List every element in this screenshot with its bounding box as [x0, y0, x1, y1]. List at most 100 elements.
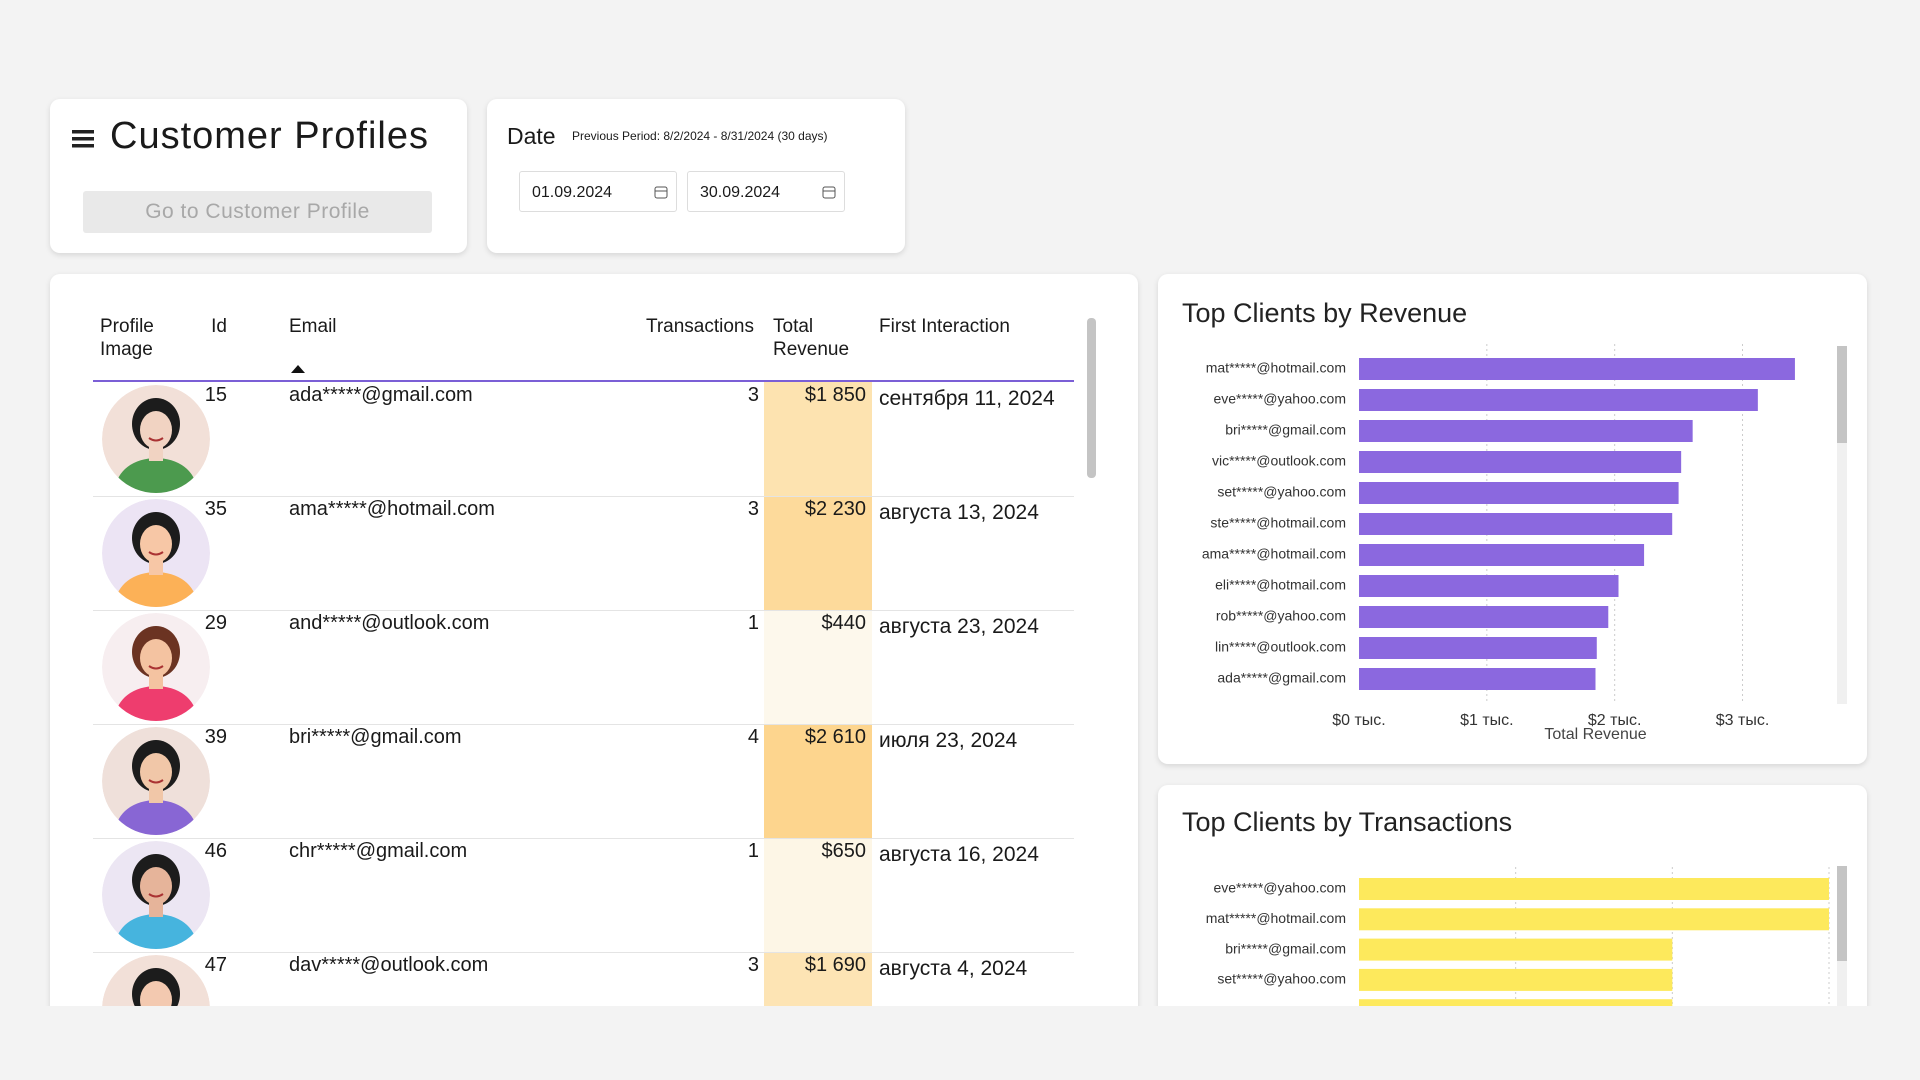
bar	[1359, 668, 1596, 690]
cell-revenue: $2 230	[804, 498, 866, 520]
avatar-image	[102, 613, 210, 721]
column-header: Total Revenue	[773, 316, 850, 360]
cell-transactions: 3	[747, 498, 759, 520]
x-tick-label: $3 тыс.	[1716, 712, 1770, 729]
revenue-cell-bg	[764, 838, 872, 952]
y-tick-label: bri*****@gmail.com	[1225, 940, 1346, 956]
x-tick-label: $0 тыс.	[1332, 712, 1386, 729]
cell-date: августа 13, 2024	[879, 501, 1039, 524]
calendar-icon[interactable]	[654, 185, 668, 199]
chart-title: Top Clients by Transactions	[1182, 807, 1512, 837]
date-card: Date Previous Period: 8/2/2024 - 8/31/20…	[487, 99, 905, 253]
avatar	[101, 384, 211, 494]
bar	[1359, 389, 1758, 411]
y-tick-label: bri*****@gmail.com	[1225, 422, 1346, 438]
cell-email: and*****@outlook.com	[289, 612, 490, 634]
cell-id: 15	[204, 384, 227, 406]
sort-arrow	[291, 365, 305, 373]
y-tick-label: mat*****@hotmail.com	[1206, 910, 1346, 926]
avatar-image	[102, 385, 210, 493]
cell-email: dav*****@outlook.com	[289, 954, 489, 976]
bar	[1359, 908, 1829, 931]
cell-email: ada*****@gmail.com	[289, 384, 473, 406]
go-button[interactable]: Go to Customer Profile	[83, 191, 432, 233]
page-title: Customer Profiles	[110, 115, 429, 157]
column-header: Profile Image	[100, 316, 154, 360]
x-tick-label: $1 тыс.	[1460, 712, 1514, 729]
x-tick-label: $2 тыс.	[1588, 712, 1642, 729]
cell-revenue: $1 690	[804, 954, 866, 976]
y-tick-label: ama*****@hotmail.com	[1202, 546, 1346, 562]
bar	[1359, 968, 1673, 991]
cell-id: 46	[204, 840, 227, 862]
bar	[1359, 606, 1609, 628]
bar	[1359, 544, 1645, 566]
bar	[1359, 999, 1673, 1006]
avatar	[101, 498, 211, 608]
cell-date: сентября 11, 2024	[879, 387, 1055, 410]
previous-period: Previous Period: 8/2/2024 - 8/31/2024 (3…	[572, 129, 828, 143]
avatar-image	[102, 841, 210, 949]
y-tick-label: eve*****@yahoo.com	[1213, 880, 1346, 896]
menu-icon[interactable]	[72, 128, 96, 150]
cell-id: 29	[204, 612, 227, 634]
avatar	[101, 612, 211, 722]
calendar-icon[interactable]	[822, 185, 836, 199]
cell-date: августа 23, 2024	[879, 615, 1039, 638]
transactions-card: Top Clients by Transactions eve*****@yaho…	[1158, 785, 1867, 1006]
y-tick-label: eve*****@yahoo.com	[1213, 391, 1346, 407]
bar	[1359, 420, 1693, 442]
transactions-chart: Top Clients by Transactions eve*****@yaho…	[1182, 807, 1847, 1006]
scrollbar-thumb[interactable]	[1837, 346, 1847, 443]
y-tick-label: ada*****@gmail.com	[1217, 670, 1346, 686]
revenue-cell-bg	[764, 610, 872, 724]
end-date[interactable]: 30.09.2024	[687, 171, 845, 212]
avatar-image	[102, 499, 210, 607]
row-line	[93, 496, 1074, 497]
x-axis-title: Total Revenue	[1544, 726, 1646, 743]
cell-transactions: 3	[747, 954, 759, 976]
y-tick-label: eli*****@hotmail.com	[1215, 577, 1346, 593]
revenue-cell-bg	[764, 952, 872, 1006]
avatar	[101, 840, 211, 950]
cell-date: июля 23, 2024	[879, 729, 1018, 752]
bar	[1359, 878, 1829, 900]
cell-email: ama*****@hotmail.com	[289, 498, 495, 520]
column-header: Email	[289, 316, 337, 337]
row-line	[93, 610, 1074, 611]
scrollbar-track	[1837, 346, 1847, 704]
bar	[1359, 637, 1597, 659]
bar	[1359, 513, 1673, 535]
revenue-cell-bg	[764, 496, 872, 610]
cell-email: bri*****@gmail.com	[289, 726, 462, 748]
start-date[interactable]: 01.09.2024	[519, 171, 677, 212]
revenue-cell-bg	[764, 382, 872, 496]
y-tick-label: ste*****@hotmail.com	[1210, 515, 1346, 531]
cell-revenue: $2 610	[804, 726, 866, 748]
cell-revenue: $650	[821, 840, 867, 862]
revenue-chart: Top Clients by Revenue $0 тыс. $1 тыс. $2 т…	[1182, 298, 1847, 743]
y-tick-label: vic*****@outlook.com	[1212, 453, 1346, 469]
bar	[1359, 358, 1795, 380]
row-line	[93, 838, 1074, 839]
avatar-image	[102, 727, 210, 835]
y-tick-label: mat*****@hotmail.com	[1206, 360, 1346, 376]
scrollbar[interactable]	[1087, 318, 1096, 478]
cell-transactions: 1	[747, 612, 759, 634]
scrollbar-thumb[interactable]	[1837, 866, 1847, 961]
cell-id: 47	[204, 954, 227, 976]
avatar	[101, 726, 211, 836]
avatar	[101, 954, 211, 1006]
cell-transactions: 1	[747, 840, 759, 862]
column-header: Transactions	[645, 316, 754, 337]
cell-date: августа 16, 2024	[879, 843, 1039, 866]
column-header: Id	[211, 316, 227, 337]
cell-id: 35	[204, 498, 227, 520]
row-line	[93, 724, 1074, 725]
cell-email: chr*****@gmail.com	[289, 840, 468, 862]
chart-title: Top Clients by Revenue	[1182, 298, 1467, 328]
title-card: Customer Profiles Go to Customer Profile	[50, 99, 467, 253]
table-card: Profile Image Id Email Transactions Total Re…	[50, 274, 1138, 1006]
cell-transactions: 3	[747, 384, 759, 406]
revenue-cell-bg	[764, 724, 872, 838]
